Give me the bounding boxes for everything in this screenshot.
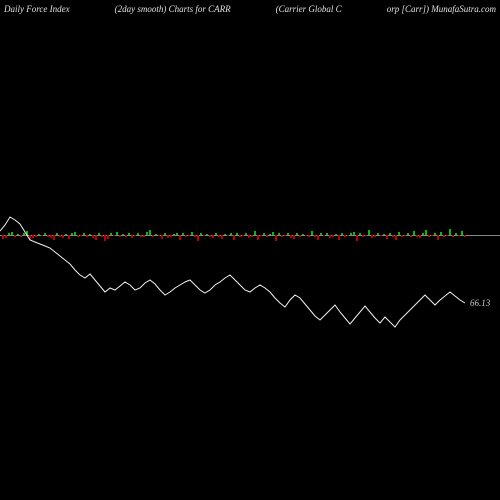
header-right: orp [Carr]) MunafaSutra.com: [387, 4, 496, 20]
price-line-chart: [0, 20, 500, 500]
last-value-label: 66.13: [470, 298, 490, 308]
chart-area: 66.13: [0, 20, 500, 500]
header-mid2: (Carrier Global C: [276, 4, 342, 20]
header-left: Daily Force Index: [4, 4, 70, 20]
chart-header: Daily Force Index (2day smooth) Charts f…: [0, 4, 500, 20]
header-mid1: (2day smooth) Charts for CARR: [115, 4, 231, 20]
